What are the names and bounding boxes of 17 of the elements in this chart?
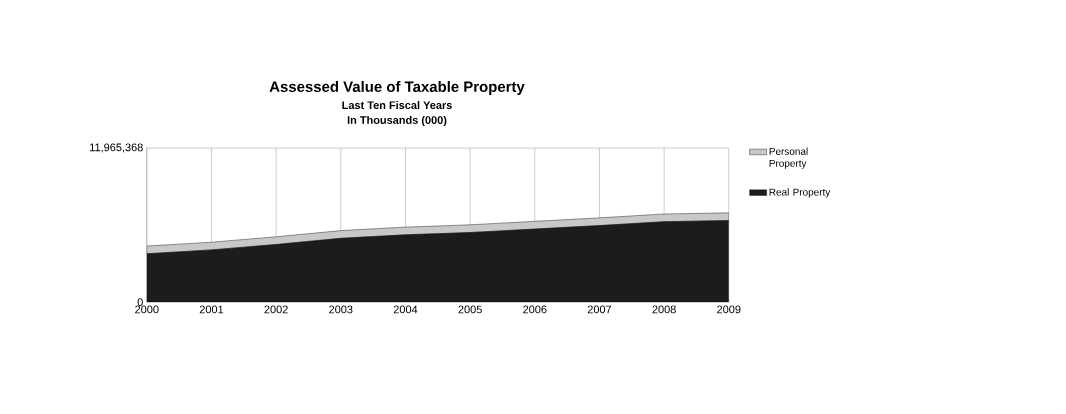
y-tick-label: 0 [137, 298, 143, 306]
x-tick-label: 2006 [523, 305, 547, 314]
x-tick-label: 2009 [717, 305, 741, 314]
x-tick-label: 2002 [264, 305, 288, 314]
text: In Thousands (000) [347, 115, 447, 127]
legend-label: Real Property [769, 188, 831, 198]
x-tick-label: 2000 [135, 305, 159, 314]
chart-subtitle: Last Ten Fiscal Years [342, 100, 452, 110]
x-tick-label: 2007 [587, 305, 612, 314]
y-tick-label: 11,965,368 [90, 143, 143, 153]
x-tick-label: 2004 [393, 305, 418, 314]
x-tick-label: 2005 [458, 305, 482, 314]
x-tick-label: 2003 [329, 305, 353, 314]
x-tick-label: 2001 [199, 305, 224, 314]
x-tick-label: 2008 [652, 305, 676, 314]
legend-label: Personal Property [769, 147, 808, 169]
chart-title: Assessed Value of Taxable Property [269, 81, 525, 95]
